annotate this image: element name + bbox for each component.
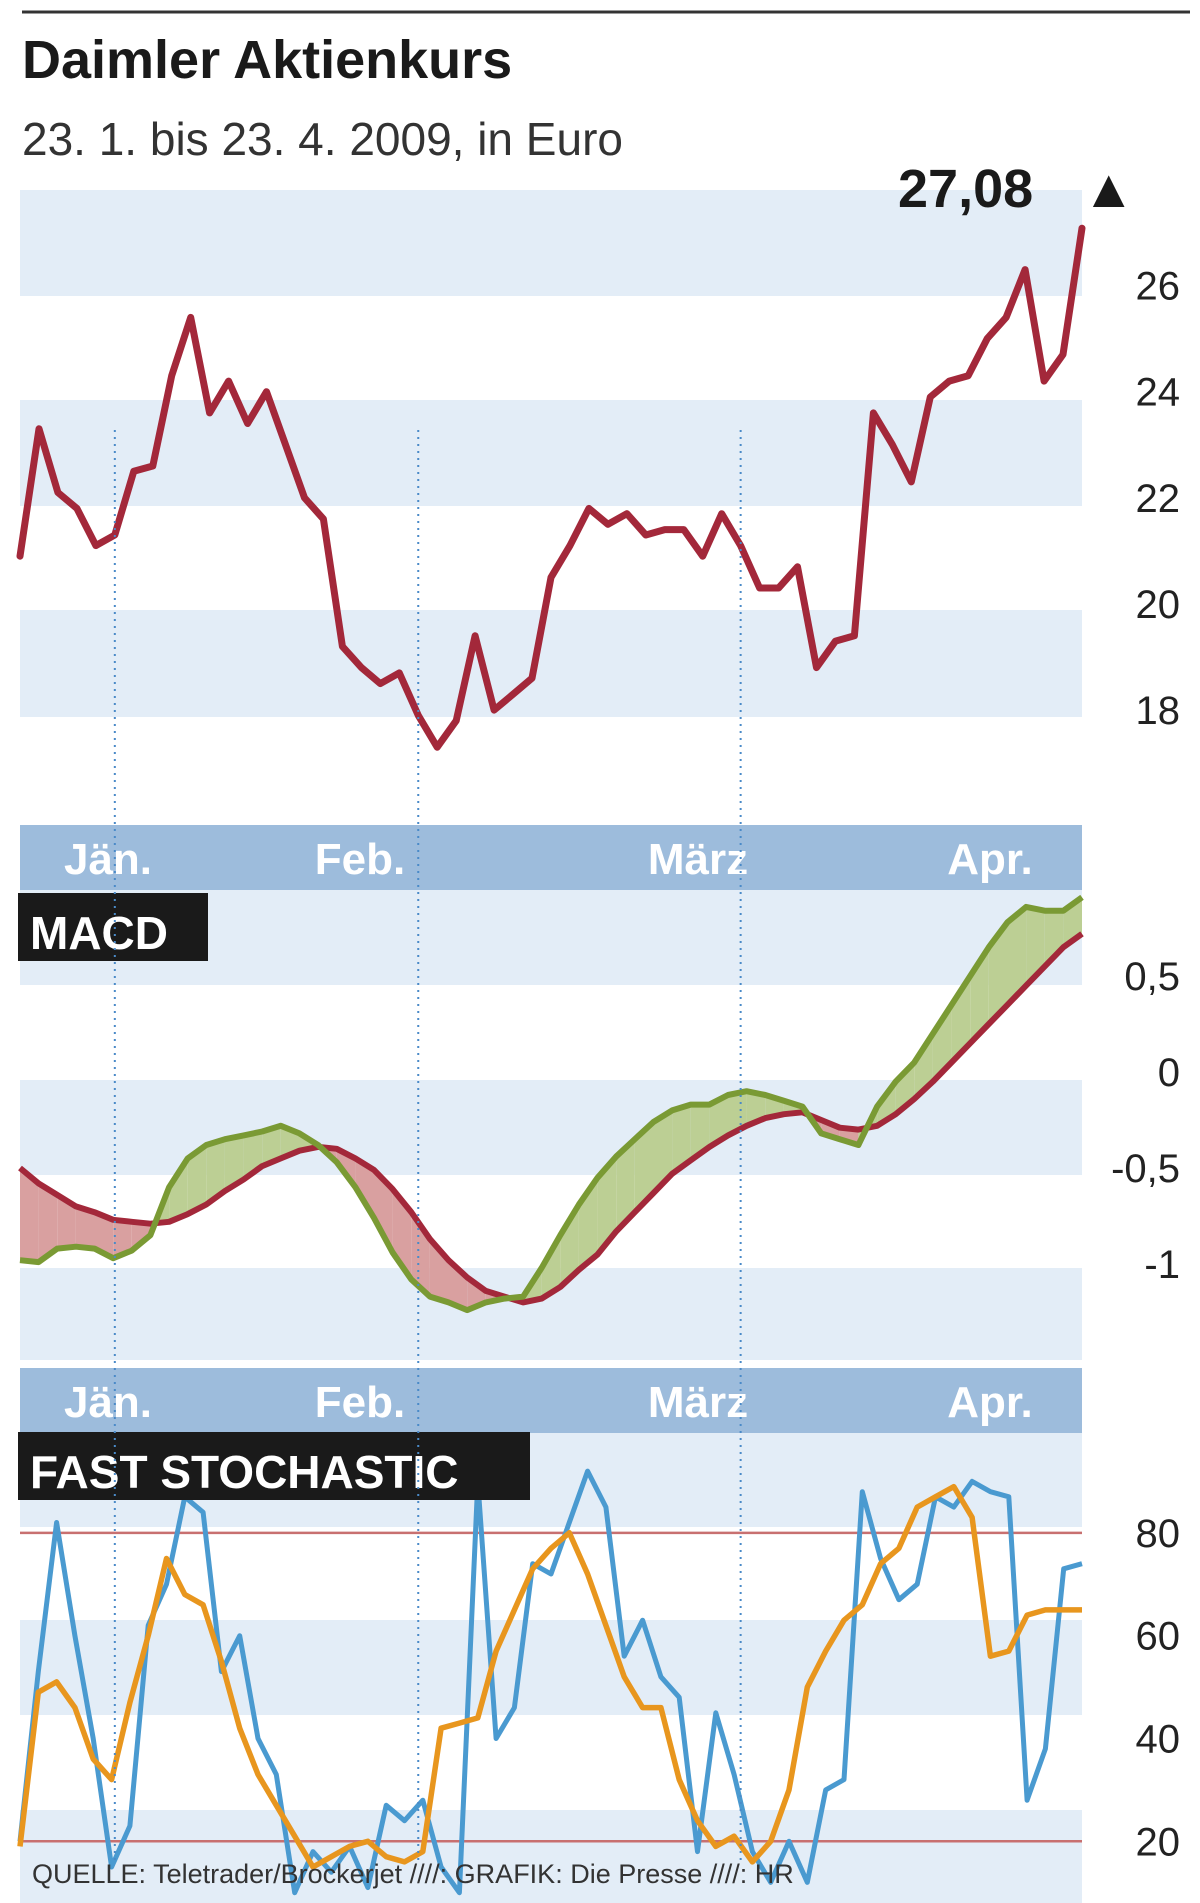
macd-fill-segment xyxy=(616,1139,635,1232)
month-label: Apr. xyxy=(947,1378,1033,1427)
macd-fill-segment xyxy=(1007,906,1027,1005)
macd-fill-segment xyxy=(690,1104,710,1161)
stochastic-tick-label: 40 xyxy=(1136,1717,1181,1761)
price-line xyxy=(16,224,1086,751)
macd-fill-segment xyxy=(1026,906,1045,986)
macd-fill-segment xyxy=(429,1239,449,1303)
macd-fill-segment xyxy=(672,1104,691,1174)
macd-fill-segment xyxy=(560,1204,579,1287)
macd-panel: Jän. Feb. März Apr. 0,5 0 -0,5 -1 MACD xyxy=(18,825,1180,1360)
stochastic-tick-label: 60 xyxy=(1136,1615,1181,1659)
band-stripe xyxy=(20,610,1082,717)
stochastic-tick-label: 20 xyxy=(1136,1820,1181,1864)
macd-fill-segment xyxy=(206,1139,225,1205)
macd-tick-label: 0 xyxy=(1158,1051,1180,1095)
macd-fill-segment xyxy=(988,922,1008,1024)
macd-tick-label: -1 xyxy=(1144,1243,1180,1287)
price-panel: 26 24 22 20 18 xyxy=(16,190,1181,751)
macd-tick-label: -0,5 xyxy=(1111,1147,1180,1191)
macd-fill-segment xyxy=(597,1156,617,1255)
price-tick-label: 18 xyxy=(1136,689,1181,733)
stochastic-d-line xyxy=(17,1483,1082,1870)
price-tick-label: 26 xyxy=(1136,265,1181,309)
month-label: Feb. xyxy=(315,835,405,884)
macd-fill-segment xyxy=(374,1169,393,1253)
macd-fill-segment xyxy=(541,1235,561,1299)
macd-fill-segment xyxy=(1044,910,1064,967)
month-label: Feb. xyxy=(315,1378,405,1427)
stochastic-tick-label: 80 xyxy=(1136,1512,1181,1556)
macd-label-box xyxy=(18,893,208,961)
macd-fill-segment xyxy=(38,1183,58,1263)
month-label: März xyxy=(648,835,748,884)
stochastic-label-box xyxy=(18,1432,530,1500)
month-band xyxy=(20,825,1082,890)
macd-fill-segment xyxy=(262,1125,281,1167)
month-band xyxy=(20,1368,1082,1433)
chart-title: Daimler Aktienkurs xyxy=(22,30,512,90)
macd-fill-segment xyxy=(169,1158,188,1222)
macd-fill-segment xyxy=(57,1194,76,1249)
chart-subtitle: 23. 1. bis 23. 4. 2009, in Euro xyxy=(22,113,623,165)
macd-fill-segment xyxy=(224,1135,244,1191)
band-stripe xyxy=(20,1620,1082,1715)
macd-fill-segment xyxy=(75,1206,95,1249)
last-value-label: 27,08 xyxy=(898,159,1033,219)
stochastic-panel: Jän. Feb. März Apr. 80 60 40 20 FAST STOCHASTIC xyxy=(17,1368,1181,1903)
macd-fill-segment xyxy=(187,1145,207,1215)
macd-signal-line xyxy=(18,931,1084,1306)
month-label: Jän. xyxy=(64,1378,152,1427)
macd-fill-segment xyxy=(113,1219,132,1259)
last-value-up-arrow-icon: ▲ xyxy=(1082,159,1135,219)
month-label: Apr. xyxy=(947,835,1033,884)
macd-label: MACD xyxy=(30,907,168,959)
price-tick-label: 22 xyxy=(1136,477,1181,521)
macd-line xyxy=(19,894,1084,1314)
macd-fill-segment xyxy=(709,1095,728,1147)
stochastic-label: FAST STOCHASTIC xyxy=(30,1446,459,1498)
macd-tick-label: 0,5 xyxy=(1124,955,1180,999)
macd-fill-segment xyxy=(448,1260,468,1311)
macd-fill-segment xyxy=(932,1004,952,1082)
stochastic-k-line xyxy=(17,1468,1083,1896)
price-tick-label: 24 xyxy=(1136,371,1181,415)
price-tick-label: 20 xyxy=(1136,583,1181,627)
macd-fill-segment xyxy=(355,1158,374,1218)
macd-fill-segment xyxy=(653,1110,673,1193)
macd-fill-segment xyxy=(728,1091,747,1136)
macd-fill-segment xyxy=(634,1121,654,1213)
band-stripe xyxy=(20,190,1082,296)
month-label: Jän. xyxy=(64,835,152,884)
band-stripe xyxy=(20,1810,1082,1903)
macd-fill-segment xyxy=(20,1168,39,1263)
month-label: März xyxy=(648,1378,748,1427)
band-stripe xyxy=(20,400,1082,506)
month-guides xyxy=(113,430,742,1860)
macd-fill-segment xyxy=(94,1212,114,1259)
source-note: QUELLE: Teletrader/Brockerjet ////: GRAF… xyxy=(32,1859,794,1889)
